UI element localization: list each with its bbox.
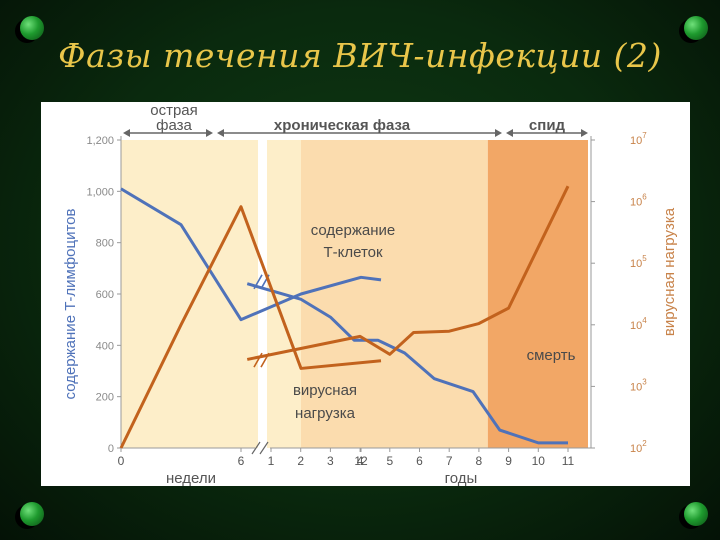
bullet-dot-top-left — [20, 16, 44, 40]
x-axis-years-tick-label: 2 — [297, 454, 304, 468]
x-axis-years-tick-label: 6 — [416, 454, 423, 468]
chronic-phase-arrow-head-right — [495, 129, 502, 137]
aids-phase-arrow-head-right — [581, 129, 588, 137]
right-axis-title: вирусная нагрузка — [661, 207, 678, 336]
x-axis-years-tick-label: 3 — [327, 454, 334, 468]
chronic-phase-label: хроническая фаза — [274, 117, 411, 134]
x-axis-weeks-tick-label: 0 — [118, 454, 125, 468]
t_cells-line-years — [246, 282, 568, 445]
chronic-phase-band — [301, 140, 488, 448]
viral_load-line-weeks — [119, 205, 382, 449]
x-axis-years-tick-label: 1 — [268, 454, 275, 468]
x-axis-years-tick-label: 7 — [446, 454, 453, 468]
x-axis-years-tick-label: 9 — [505, 454, 512, 468]
bullet-dot-bottom-right — [684, 502, 708, 526]
x-axis-years-tick-label: 8 — [476, 454, 483, 468]
right-axis-tick-label: 106 — [630, 193, 647, 209]
left-axis-tick-label: 400 — [96, 340, 114, 352]
chronic-phase-arrow-head-left — [217, 129, 224, 137]
x-axis-years-tick-label: 5 — [386, 454, 393, 468]
right-axis-tick-label: 103 — [630, 377, 647, 393]
acute-phase-label-line2: фаза — [156, 117, 192, 134]
viral_load-line-years — [246, 185, 570, 361]
t-cells-annotation-line1: содержание — [311, 222, 396, 239]
bullet-dot-bottom-left — [20, 502, 44, 526]
bullet-dot-top-right — [684, 16, 708, 40]
death-annotation: смерть — [527, 347, 576, 364]
x-axis-years-tick-label: 10 — [532, 454, 546, 468]
left-axis-tick-label: 0 — [108, 443, 114, 455]
t_cells-line-weeks — [120, 187, 382, 322]
aids-phase-band — [487, 140, 588, 448]
slide-title: Фазы течения ВИЧ-инфекции (2) — [58, 36, 662, 75]
hiv-phases-chart: 02004006008001,0001,20010210310410510610… — [62, 102, 678, 486]
right-axis-tick-label: 104 — [630, 316, 647, 332]
acute-phase-arrow-head-left — [123, 129, 130, 137]
aids-phase-arrow-head-left — [506, 129, 513, 137]
acute-phase-arrow-head-right — [206, 129, 213, 137]
right-axis-tick-label: 107 — [630, 131, 647, 147]
x-axis-weeks-tick-label: 6 — [238, 454, 245, 468]
x-axis-weeks-title: недели — [166, 470, 216, 486]
axis-break-gap — [258, 140, 267, 450]
x-axis-years-title: годы — [445, 470, 478, 486]
t-cells-annotation-line2: Т-клеток — [323, 244, 383, 261]
left-axis-tick-label: 1,200 — [86, 135, 114, 147]
left-axis-tick-label: 200 — [96, 392, 114, 404]
viral-load-annotation-line2: нагрузка — [295, 405, 356, 422]
x-axis-weeks-tick-label: 12 — [354, 454, 368, 468]
x-axis-years-tick-label: 11 — [562, 454, 575, 468]
viral-load-annotation-line1: вирусная — [293, 382, 357, 399]
aids-phase-label: спид — [529, 117, 566, 134]
acute-phase-band — [121, 140, 301, 448]
right-axis-tick-label: 102 — [630, 439, 647, 455]
left-axis-tick-label: 600 — [96, 289, 114, 301]
x-axis-break-mark — [251, 441, 269, 455]
left-axis-tick-label: 800 — [96, 238, 114, 250]
right-axis-tick-label: 105 — [630, 254, 647, 270]
chart-panel: 0 200 400 600 800 1,000 1,200 102 103 104 105 106 10… — [41, 102, 690, 486]
left-axis-title: содержание Т-лимфоцитов — [62, 209, 79, 400]
acute-phase-label-line1: острая — [150, 102, 198, 119]
viral_load-break-mark — [253, 352, 270, 368]
left-axis-tick-label: 1,000 — [86, 186, 114, 198]
x-axis-years-tick-label: 4 — [357, 454, 364, 468]
